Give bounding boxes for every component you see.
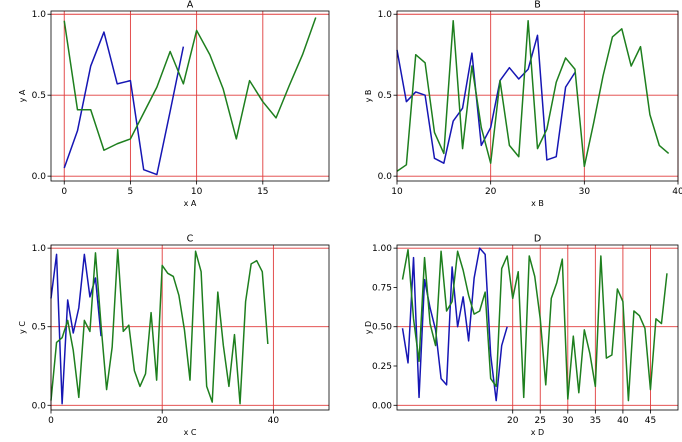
x-tick-label: 35 bbox=[590, 416, 601, 426]
y-axis-label: y C bbox=[18, 321, 27, 334]
chart-panel-c: 0 20 40 0.0 0.5 1.0 Cx C y C bbox=[18, 234, 330, 437]
series-line-1 bbox=[63, 31, 185, 176]
plot-frame bbox=[396, 244, 679, 411]
y-tick-label: 0.50 bbox=[372, 323, 392, 333]
x-tick-label: 15 bbox=[257, 187, 268, 197]
chart-title: A bbox=[187, 0, 194, 11]
x-tick-label: 30 bbox=[562, 416, 574, 426]
plot-frame bbox=[50, 244, 330, 411]
chart-panel-a: 0 5 10 15 0.0 0.5 1.0 Ax A y A bbox=[18, 0, 330, 208]
y-tick-label: 1.0 bbox=[32, 10, 47, 20]
x-tick-label: 0 bbox=[48, 416, 54, 426]
x-axis-label: x A bbox=[184, 199, 197, 208]
y-tick-label: 0.5 bbox=[32, 323, 46, 333]
y-tick-label: 0.5 bbox=[378, 91, 392, 101]
y-tick-label: 0.0 bbox=[32, 401, 47, 411]
y-axis-label: y B bbox=[364, 90, 373, 103]
y-tick-label: 0.25 bbox=[372, 362, 392, 372]
x-tick-label: 0 bbox=[61, 187, 67, 197]
plot-frame bbox=[50, 10, 330, 182]
y-tick-label: 0.0 bbox=[378, 172, 393, 182]
x-tick-label: 40 bbox=[617, 416, 629, 426]
chart-panel-d: 20 25 30 35 40 45 0.00 0.25 0.50 0.75 1.00 Dx D y D bbox=[364, 234, 679, 437]
x-axis-label: x D bbox=[531, 428, 544, 437]
x-tick-label: 40 bbox=[672, 187, 682, 197]
y-tick-label: 0.5 bbox=[32, 91, 46, 101]
x-tick-label: 40 bbox=[268, 416, 280, 426]
series-line-1 bbox=[401, 247, 508, 402]
y-tick-label: 0.0 bbox=[32, 172, 47, 182]
series-line-2 bbox=[63, 17, 317, 151]
x-tick-label: 30 bbox=[579, 187, 591, 197]
y-tick-label: 1.0 bbox=[378, 10, 393, 20]
x-tick-label: 20 bbox=[507, 416, 519, 426]
plot-frame bbox=[396, 10, 679, 182]
y-tick-label: 0.75 bbox=[372, 283, 392, 293]
y-axis-label: y D bbox=[364, 321, 373, 334]
x-tick-label: 20 bbox=[485, 187, 497, 197]
series-line-1 bbox=[396, 34, 576, 164]
chart-panel-b: 10 20 30 40 0.0 0.5 1.0 Bx B y B bbox=[364, 0, 682, 208]
x-tick-label: 10 bbox=[191, 187, 203, 197]
y-tick-label: 1.0 bbox=[32, 244, 47, 254]
x-axis-label: x C bbox=[184, 428, 197, 437]
x-tick-label: 5 bbox=[128, 187, 134, 197]
series-line-2 bbox=[396, 19, 670, 172]
x-tick-label: 10 bbox=[391, 187, 403, 197]
y-axis-label: y A bbox=[18, 89, 27, 102]
chart-title: B bbox=[534, 0, 541, 11]
x-tick-label: 20 bbox=[156, 416, 168, 426]
chart-title: C bbox=[187, 234, 194, 245]
x-tick-label: 25 bbox=[535, 416, 546, 426]
y-tick-label: 0.00 bbox=[372, 401, 392, 411]
x-axis-label: x B bbox=[531, 199, 544, 208]
chart-title: D bbox=[534, 234, 541, 245]
x-tick-label: 45 bbox=[645, 416, 656, 426]
series-line-2 bbox=[401, 248, 668, 402]
y-tick-label: 1.00 bbox=[372, 244, 392, 254]
series-line-2 bbox=[50, 248, 269, 405]
